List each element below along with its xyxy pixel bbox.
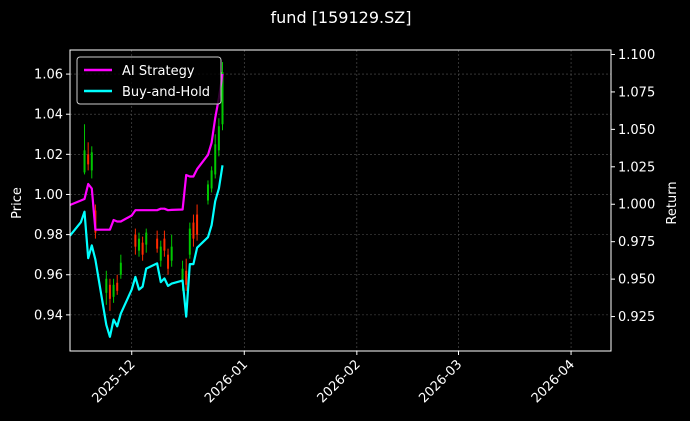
legend-label-buy-and-hold: Buy-and-Hold bbox=[122, 85, 210, 100]
y-tick-label-right: 1.075 bbox=[618, 85, 655, 100]
y-tick-label-right: 0.950 bbox=[618, 273, 655, 288]
candle-body bbox=[145, 232, 148, 245]
chart-title: fund [159129.SZ] bbox=[271, 8, 412, 27]
y-tick-label-right: 1.000 bbox=[618, 198, 655, 213]
candle-body bbox=[217, 126, 220, 151]
y-tick-label-left: 1.00 bbox=[34, 188, 63, 203]
x-tick-label: 2026-01 bbox=[202, 357, 251, 406]
candle-body bbox=[105, 278, 108, 293]
y-axis-label-left: Price bbox=[10, 187, 25, 219]
candle-body bbox=[196, 214, 199, 235]
y-tick-label-right: 1.100 bbox=[618, 48, 655, 63]
candle-body bbox=[192, 222, 195, 239]
candle-body bbox=[159, 246, 162, 261]
x-tick-label: 2026-02 bbox=[315, 357, 364, 406]
candle-body bbox=[163, 238, 166, 251]
candle-body bbox=[141, 242, 144, 255]
y-tick-label-right: 0.975 bbox=[618, 235, 655, 250]
candle-body bbox=[90, 152, 93, 171]
x-axis: 2025-12 2026-01 2026-02 2026-03 2026-04 bbox=[90, 351, 578, 406]
y-tick-label-right: 0.925 bbox=[618, 310, 655, 325]
series-line-buy-and-hold bbox=[69, 165, 224, 338]
y-axis-left: 0.94 0.96 0.98 1.00 1.02 1.04 1.06 bbox=[34, 68, 70, 323]
candle-body bbox=[134, 234, 137, 247]
y-tick-label-left: 1.02 bbox=[34, 148, 63, 163]
candle-body bbox=[221, 72, 224, 125]
y-tick-label-right: 1.050 bbox=[618, 123, 655, 138]
x-tick-label: 2026-04 bbox=[529, 357, 578, 406]
y-tick-label-left: 0.94 bbox=[34, 308, 63, 323]
y-axis-label-right: Return bbox=[665, 181, 680, 224]
candle-body bbox=[112, 284, 115, 297]
series-lines bbox=[69, 73, 224, 338]
x-tick-label: 2026-03 bbox=[416, 357, 465, 406]
plot-frame bbox=[69, 49, 612, 352]
candle-body bbox=[119, 262, 122, 275]
candle-body bbox=[206, 184, 209, 201]
candle-body bbox=[210, 170, 213, 189]
candle-body bbox=[188, 228, 191, 255]
candle-body bbox=[214, 144, 217, 175]
x-tick-label: 2025-12 bbox=[90, 357, 139, 406]
y-tick-label-left: 0.98 bbox=[34, 228, 63, 243]
candle-body bbox=[185, 270, 188, 285]
candle-body bbox=[156, 238, 159, 249]
candle-body bbox=[108, 284, 111, 299]
candle-body bbox=[181, 268, 184, 283]
y-tick-label-left: 1.04 bbox=[34, 108, 63, 123]
y-tick-label-right: 1.025 bbox=[618, 160, 655, 175]
legend-box bbox=[76, 56, 222, 105]
candle-body bbox=[116, 282, 119, 291]
candle-body bbox=[170, 246, 173, 261]
y-tick-label-left: 0.96 bbox=[34, 268, 63, 283]
series-line-ai-strategy bbox=[69, 73, 224, 231]
y-tick-label-left: 1.06 bbox=[34, 68, 63, 83]
legend-label-ai-strategy: AI Strategy bbox=[122, 64, 195, 79]
candle-body bbox=[167, 254, 170, 269]
candle-body bbox=[87, 154, 90, 165]
legend: AI Strategy Buy-and-Hold bbox=[76, 56, 222, 105]
candle-body bbox=[83, 150, 86, 173]
y-axis-right: 0.925 0.950 0.975 1.000 1.025 1.050 1.075 1.100 bbox=[611, 48, 655, 325]
candle-body bbox=[137, 238, 140, 251]
